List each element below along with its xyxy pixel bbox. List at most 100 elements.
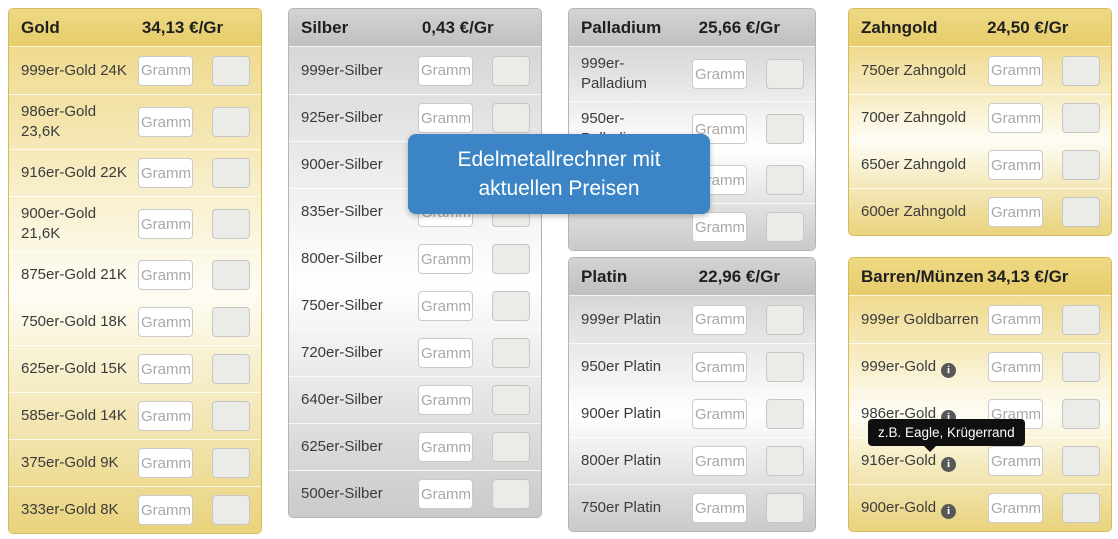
panel-zahngold-body: 750er Zahngold 700er Zahngold 650er Zahngo…	[849, 47, 1111, 235]
metal-row: 999er Goldbarren	[849, 296, 1111, 343]
metal-label: 950er Platin	[581, 358, 662, 375]
gramm-input[interactable]	[988, 446, 1043, 476]
result-field	[1062, 55, 1100, 86]
info-icon[interactable]: i	[941, 362, 957, 378]
gramm-input[interactable]	[138, 354, 193, 384]
gramm-input[interactable]	[692, 399, 747, 429]
metal-label: 625er-Silber	[301, 438, 383, 455]
gramm-input[interactable]	[692, 59, 747, 89]
metal-row: 950er Platin	[569, 343, 815, 390]
panel-barren-header: Barren/Münzen 34,13 €/Gr	[849, 258, 1111, 296]
result-field	[766, 212, 804, 242]
gramm-input[interactable]	[138, 55, 193, 86]
metal-label: 500er-Silber	[301, 485, 383, 502]
metal-row: 999er-Gold i	[849, 343, 1111, 390]
metal-row: 625er-Silber	[289, 423, 541, 470]
metal-row: 999er-Gold 24K	[9, 47, 261, 94]
result-field	[1062, 103, 1100, 133]
gramm-input[interactable]	[138, 158, 193, 188]
panel-silber: Silber 0,43 €/Gr 999er-Silber 925er-Silbe…	[288, 8, 542, 518]
result-field	[1062, 352, 1100, 382]
gramm-input[interactable]	[988, 304, 1043, 335]
panel-price: 22,96 €/Gr	[698, 266, 780, 286]
gramm-input[interactable]	[418, 103, 473, 133]
metal-label: 750er-Silber	[301, 297, 383, 314]
gramm-input[interactable]	[988, 352, 1043, 382]
panel-price: 0,43 €/Gr	[421, 17, 494, 37]
gramm-input[interactable]	[418, 338, 473, 368]
coin-info-tooltip: z.B. Eagle, Krügerrand	[868, 419, 1025, 452]
panel-price: 34,13 €/Gr	[141, 17, 224, 37]
gramm-input[interactable]	[138, 107, 193, 137]
gramm-input[interactable]	[418, 55, 473, 86]
metal-label: 750er Zahngold	[861, 61, 967, 79]
gramm-input[interactable]	[138, 209, 193, 239]
panel-title: Gold	[21, 17, 60, 37]
metal-label: 700er Zahngold	[861, 109, 967, 126]
result-field	[212, 55, 250, 86]
gramm-input[interactable]	[692, 446, 747, 476]
metal-label: 835er-Silber	[301, 203, 383, 220]
metal-label: 640er-Silber	[301, 391, 383, 408]
result-field	[1062, 197, 1100, 227]
metal-row: 999er Platin	[569, 296, 815, 343]
metal-row: 986er-Gold i	[849, 390, 1111, 437]
gramm-input[interactable]	[692, 304, 747, 335]
result-field	[492, 432, 530, 462]
gramm-input[interactable]	[418, 291, 473, 321]
gramm-input[interactable]	[418, 479, 473, 509]
metal-label: 600er Zahngold	[861, 203, 967, 220]
panel-gold-body: 999er-Gold 24K 986er-Gold 23,6K 916er-Gold…	[9, 47, 261, 533]
info-icon[interactable]: i	[941, 503, 957, 519]
gramm-input[interactable]	[138, 401, 193, 431]
panel-title: Zahngold	[861, 17, 938, 37]
result-field	[766, 114, 804, 144]
gramm-input[interactable]	[138, 495, 193, 525]
metal-label: 916er-Gold i	[861, 451, 988, 472]
gramm-input[interactable]	[988, 55, 1043, 86]
panel-palladium-header: Palladium 25,66 €/Gr	[569, 9, 815, 47]
gramm-input[interactable]	[418, 432, 473, 462]
gramm-input[interactable]	[138, 307, 193, 337]
panel-price: 34,13 €/Gr	[987, 266, 1069, 286]
gramm-input[interactable]	[692, 493, 747, 523]
metal-row: 800er Platin	[569, 437, 815, 484]
gramm-input[interactable]	[988, 197, 1043, 227]
gramm-input[interactable]	[988, 150, 1043, 180]
result-field	[212, 260, 250, 290]
gramm-input[interactable]	[988, 493, 1043, 523]
metal-label: 900er-Gold i	[861, 498, 988, 519]
price-overlay-tooltip: Edelmetallrechner mit aktuellen Preisen	[408, 134, 710, 214]
result-field	[492, 291, 530, 321]
info-icon[interactable]: i	[941, 456, 957, 472]
metal-row: 750er-Silber	[289, 282, 541, 329]
metal-label: 999er Platin	[581, 310, 662, 328]
panel-platin: Platin 22,96 €/Gr 999er Platin 950er Plat…	[568, 257, 816, 532]
panel-title: Platin	[581, 266, 628, 286]
gramm-input[interactable]	[418, 244, 473, 274]
metal-row: 750er Zahngold	[849, 47, 1111, 94]
metal-label: 720er-Silber	[301, 344, 383, 361]
gramm-input[interactable]	[988, 103, 1043, 133]
gramm-input[interactable]	[692, 212, 747, 242]
metal-row: 900er-Gold 21,6K	[9, 196, 261, 251]
result-field	[212, 209, 250, 239]
panel-silber-body: 999er-Silber 925er-Silber 900er-Silber 835e…	[289, 47, 541, 517]
panel-barren-muenzen: Barren/Münzen 34,13 €/Gr 999er Goldbarre…	[848, 257, 1112, 532]
gramm-input[interactable]	[418, 385, 473, 415]
gramm-input[interactable]	[138, 448, 193, 478]
metal-label: 999er-Silber	[301, 61, 383, 79]
metal-row: 375er-Gold 9K	[9, 439, 261, 486]
metal-row: 999er-Silber	[289, 47, 541, 94]
metal-label: 625er-Gold 15K	[21, 360, 127, 377]
metal-row: 720er-Silber	[289, 329, 541, 376]
result-field	[766, 304, 804, 335]
metal-row: 925er-Silber	[289, 94, 541, 141]
gramm-input[interactable]	[138, 260, 193, 290]
result-field	[212, 495, 250, 525]
metal-row: 625er-Gold 15K	[9, 345, 261, 392]
metal-row: 800er-Silber	[289, 235, 541, 282]
gramm-input[interactable]	[692, 352, 747, 382]
